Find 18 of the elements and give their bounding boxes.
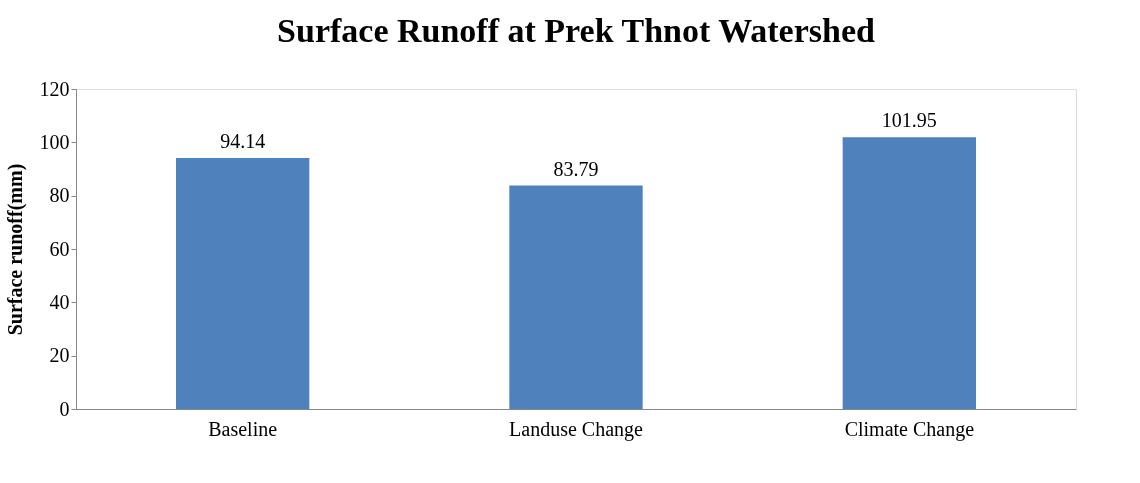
bar: [509, 185, 643, 409]
x-tick-label: Landuse Change: [509, 417, 644, 441]
y-tick-label: 40: [49, 290, 70, 313]
chart-title: Surface Runoff at Prek Thnot Watershed: [277, 12, 876, 49]
x-tick-label: Baseline: [208, 417, 278, 440]
bar: [842, 137, 976, 409]
y-tick-label: 120: [39, 77, 70, 100]
y-tick-label: 100: [39, 130, 70, 153]
bar: [176, 157, 310, 409]
y-tick-label: 80: [49, 184, 70, 207]
y-axis-title: Surface runoff(mm): [3, 163, 27, 336]
x-tick-label: Climate Change: [844, 417, 975, 441]
data-label: 83.79: [553, 157, 599, 180]
data-label: 101.95: [881, 109, 937, 132]
y-tick-label: 20: [49, 344, 70, 367]
y-tick-label: 0: [59, 397, 70, 420]
y-tick-label: 60: [49, 237, 70, 260]
data-label: 94.14: [220, 129, 266, 152]
